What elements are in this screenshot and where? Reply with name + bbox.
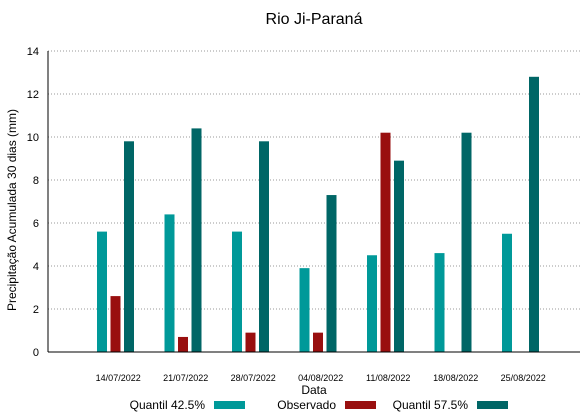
bar [367, 255, 377, 352]
x-tick-label: 21/07/2022 [163, 373, 208, 383]
y-tick-label: 8 [33, 175, 39, 187]
legend-swatch [345, 401, 376, 409]
bar [110, 296, 121, 352]
y-tick-label: 6 [33, 218, 39, 230]
x-tick-label: 28/07/2022 [231, 373, 276, 383]
legend-label: Observado [277, 398, 336, 412]
axes [47, 51, 580, 353]
y-tick-label: 10 [27, 132, 39, 144]
y-tick-label: 12 [27, 89, 39, 101]
bar [380, 132, 391, 352]
legend-label: Quantil 42.5% [130, 398, 206, 412]
y-tick-label: 0 [33, 347, 39, 359]
bar [124, 141, 134, 352]
bar [97, 231, 107, 352]
bar [313, 332, 323, 352]
y-tick-label: 14 [27, 46, 39, 58]
bars [97, 76, 539, 353]
x-axis-label: Data [301, 383, 327, 397]
bar [461, 132, 472, 352]
bar [502, 233, 512, 352]
bar [164, 214, 175, 352]
bar [178, 336, 188, 352]
y-tick-labels: 0 2 4 6 8 10 12 14 [27, 46, 39, 359]
y-axis-label: Precipitação Acumulada 30 dias (mm) [5, 109, 19, 311]
x-tick-label: 04/08/2022 [298, 373, 343, 383]
bar [232, 231, 242, 352]
bar [299, 268, 310, 352]
legend-label: Quantil 57.5% [393, 398, 469, 412]
bar [259, 141, 269, 352]
x-tick-label: 14/07/2022 [96, 373, 141, 383]
x-tick-labels: 14/07/2022 21/07/2022 28/07/2022 04/08/2022… [96, 373, 546, 383]
bar [434, 253, 445, 352]
y-tick-label: 2 [33, 304, 39, 316]
x-tick-label: 18/08/2022 [433, 373, 478, 383]
legend: Quantil 42.5% Observado Quantil 57.5% [130, 398, 508, 412]
y-tick-label: 4 [33, 261, 39, 273]
bar [326, 195, 337, 352]
legend-swatch [477, 401, 508, 409]
bar [529, 76, 539, 353]
bar [394, 160, 404, 352]
legend-swatch [214, 401, 245, 409]
bar [191, 128, 202, 352]
chart-title: Rio Ji-Paraná [266, 11, 363, 28]
x-tick-label: 25/08/2022 [501, 373, 546, 383]
x-tick-label: 11/08/2022 [366, 373, 410, 383]
bar [245, 332, 256, 352]
